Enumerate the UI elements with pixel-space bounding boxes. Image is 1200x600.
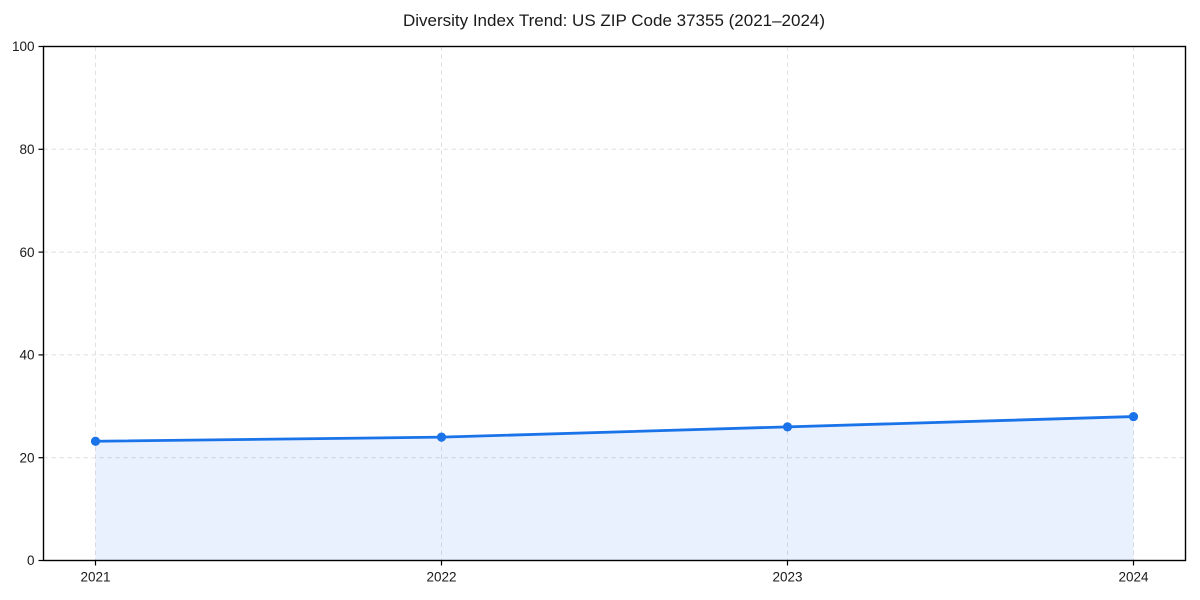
chart-title: Diversity Index Trend: US ZIP Code 37355… [402,11,826,30]
data-point-2021 [90,436,101,446]
x-tick-label: 2024 [1118,570,1149,585]
trend-line [94,415,1135,443]
y-tick-label: 80 [19,142,34,157]
x-tick-label: 2021 [80,570,110,585]
y-tick-label: 60 [19,245,34,260]
data-point-2024 [1128,411,1139,422]
y-tick-label: 20 [19,450,34,465]
y-tick-label: 40 [19,348,34,363]
plot-frame [42,45,1187,562]
x-tick-label: 2022 [426,570,456,585]
y-tick-label: 100 [12,39,35,54]
x-tick-label: 2023 [772,570,802,585]
y-tick-label: 0 [27,553,35,568]
data-point-2022 [436,432,447,442]
data-point-2023 [782,422,793,432]
area-fill [95,416,1134,561]
